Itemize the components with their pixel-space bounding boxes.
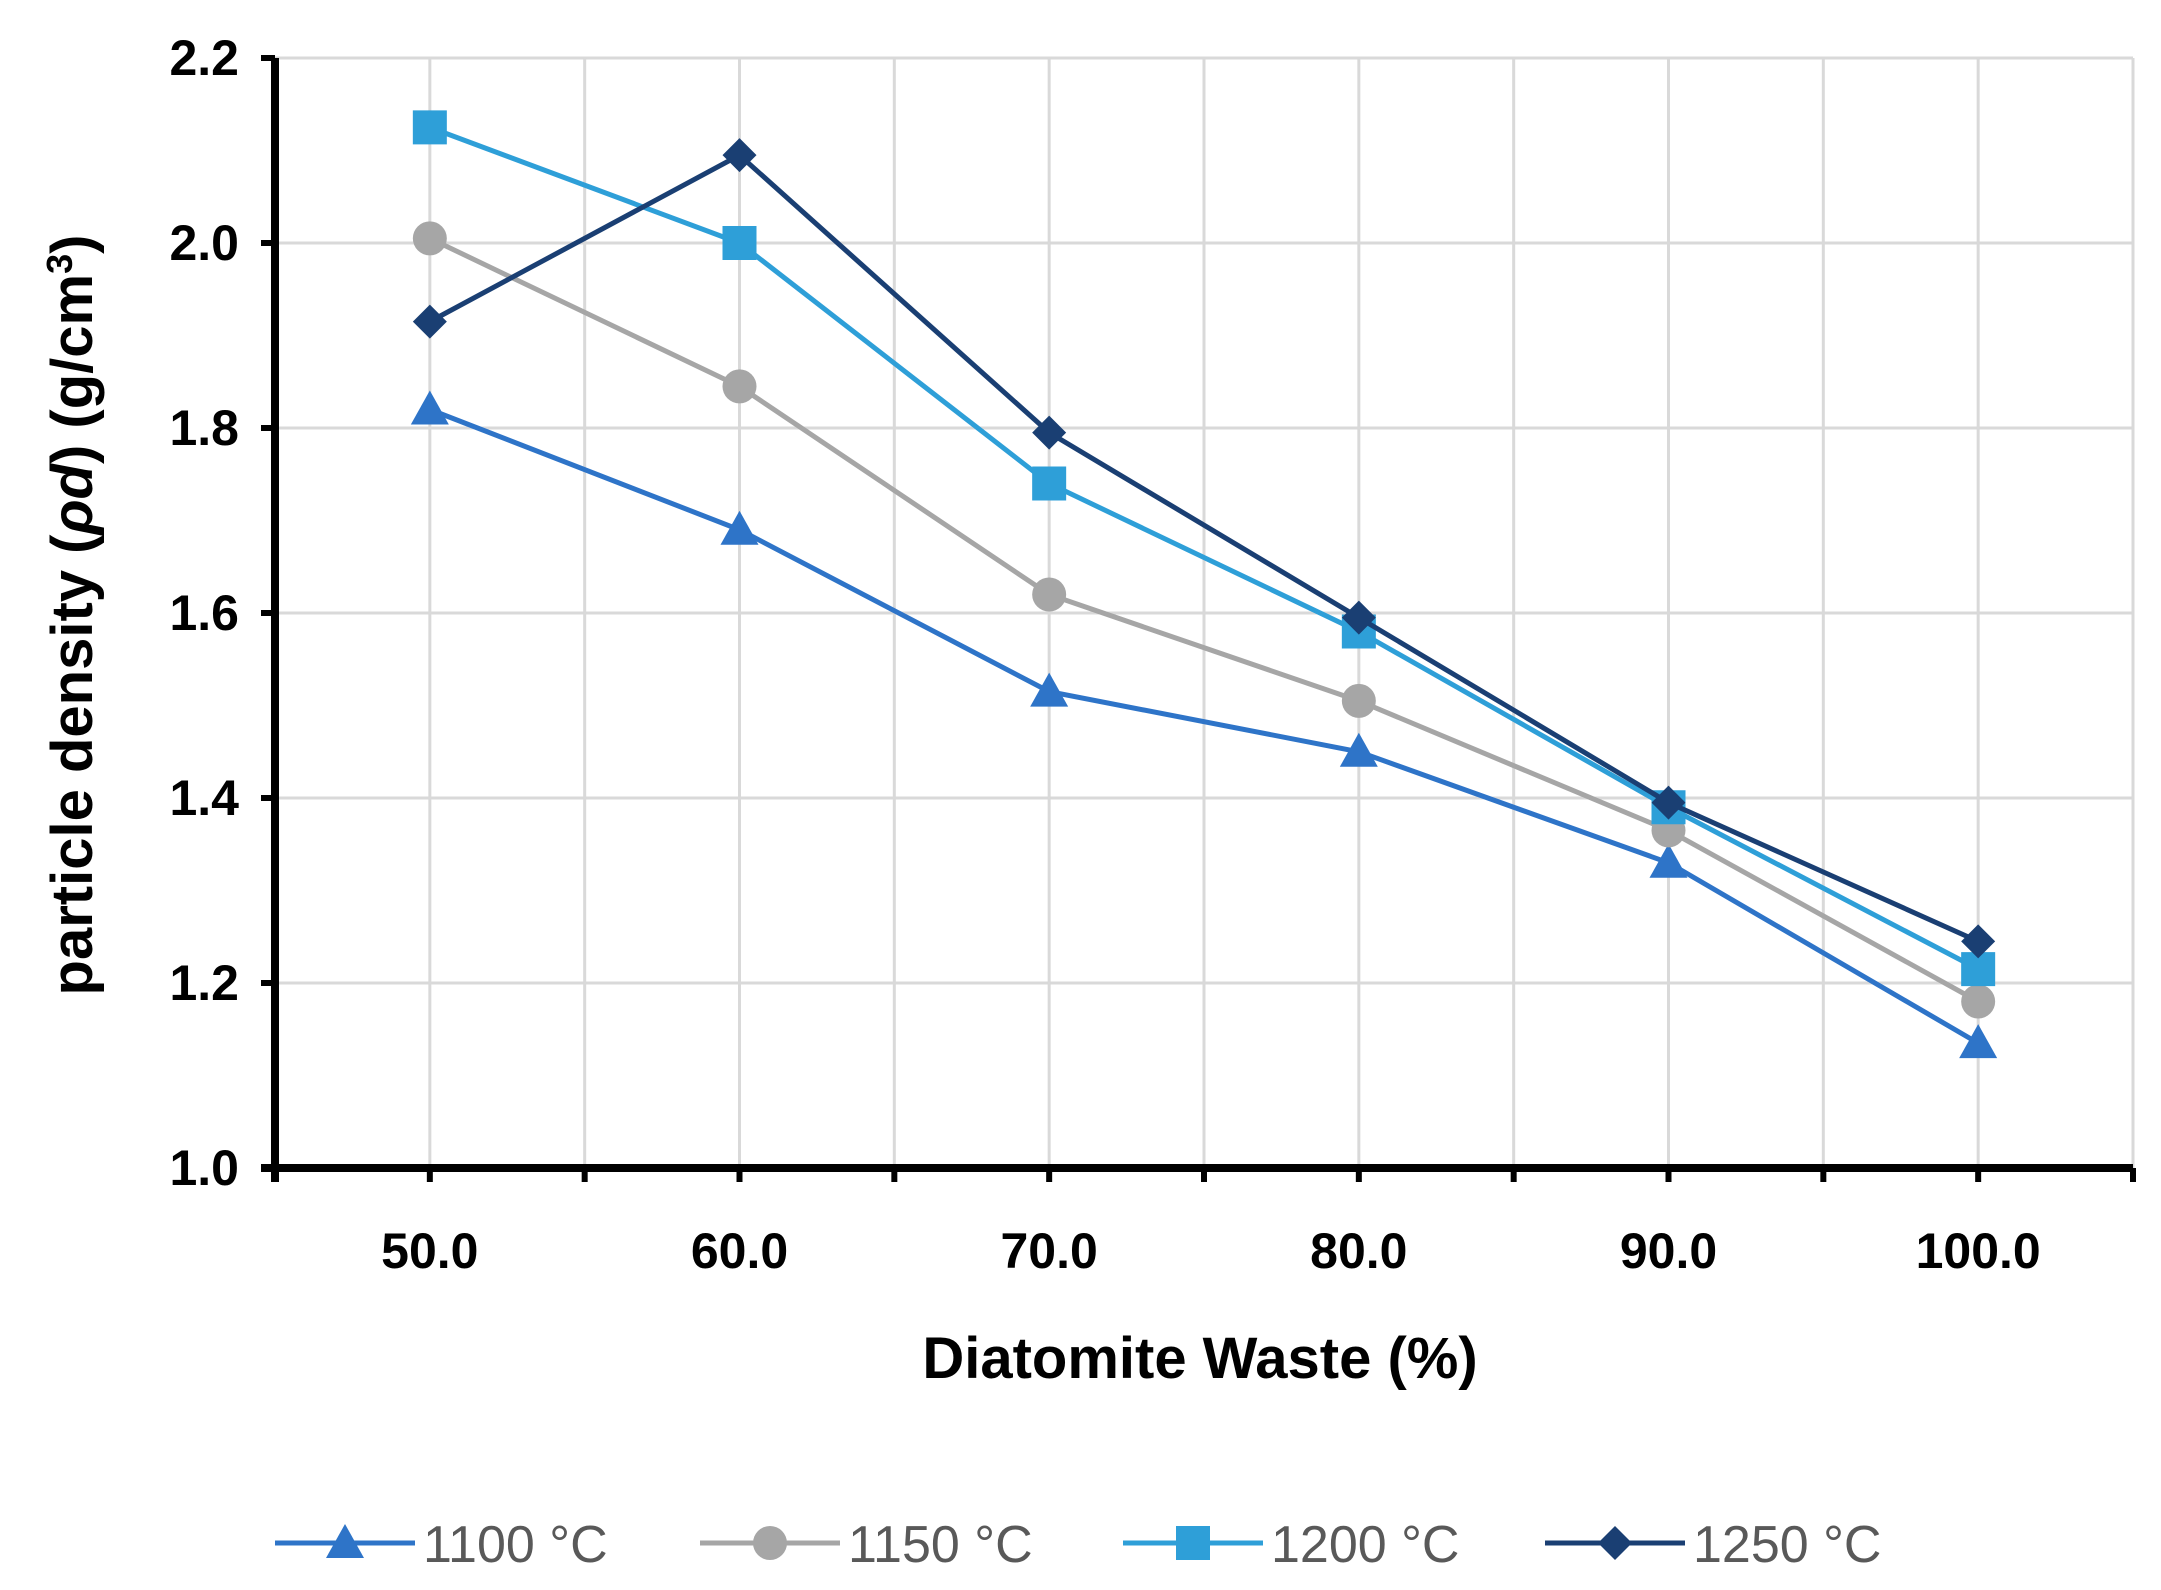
- series-1-line: [428, 236, 1980, 1004]
- y-tick-label-3: 1.6: [169, 585, 239, 641]
- legend-marker-0: [326, 1524, 364, 1558]
- legend-item-1: 1150 °C: [700, 1516, 1033, 1574]
- y-axis-title-superscript: 3: [39, 254, 80, 274]
- legend-marker-3: [1598, 1526, 1632, 1560]
- series-1-point-3: [1341, 683, 1376, 718]
- y-tick-label-0: 1.0: [169, 1140, 239, 1196]
- series-0-point-1: [720, 510, 759, 545]
- y-tick-label-6: 2.2: [169, 30, 239, 86]
- series-1-point-0: [412, 221, 447, 256]
- series-3-line: [428, 152, 1980, 944]
- y-axis-title-symbol: ρd: [40, 462, 105, 536]
- series-3: [412, 138, 1996, 959]
- y-tick-label-2: 1.4: [169, 770, 239, 826]
- series-3-point-4: [1651, 785, 1686, 820]
- series-3-point-1: [722, 138, 757, 173]
- legend-label-0: 1100 °C: [423, 1516, 608, 1574]
- series-1-point-2: [1032, 577, 1067, 612]
- series-2-point-1: [722, 226, 757, 260]
- y-axis-tick-labels: 1.0 1.2 1.4 1.6 1.8 2.0 2.2: [169, 30, 239, 1196]
- x-tick-label-4: 90.0: [1620, 1223, 1717, 1279]
- series-0-point-2: [1030, 672, 1069, 707]
- legend: 1100 °C 1150 °C 1200 °C 1250 °C: [275, 1516, 1881, 1574]
- gridlines: [275, 56, 2135, 1168]
- y-tick-label-1: 1.2: [169, 955, 239, 1011]
- legend-item-2: 1200 °C: [1123, 1516, 1459, 1574]
- y-axis-title-main: particle density (: [40, 534, 105, 996]
- series-layer: [410, 110, 1998, 1059]
- legend-item-0: 1100 °C: [275, 1516, 608, 1574]
- series-0-line: [428, 407, 1980, 1046]
- x-tick-label-0: 50.0: [381, 1223, 478, 1279]
- y-tick-label-5: 2.0: [169, 215, 239, 271]
- legend-item-3: 1250 °C: [1545, 1516, 1881, 1574]
- x-axis-tick-labels: 50.0 60.0 70.0 80.0 90.0 100.0: [381, 1223, 2041, 1279]
- series-0-point-3: [1339, 732, 1378, 767]
- series-0-point-0: [410, 390, 449, 425]
- y-axis-title: particle density (ρd) (g/cm3): [39, 235, 106, 996]
- series-0: [410, 390, 1998, 1059]
- x-axis-title: Diatomite Waste (%): [922, 1326, 1477, 1391]
- series-3-point-2: [1032, 415, 1067, 450]
- legend-label-2: 1200 °C: [1271, 1516, 1459, 1574]
- legend-label-1: 1150 °C: [848, 1516, 1033, 1574]
- axes: [261, 55, 2136, 1182]
- x-tick-label-1: 60.0: [691, 1223, 788, 1279]
- series-3-point-5: [1961, 924, 1996, 959]
- x-tick-label-2: 70.0: [1001, 1223, 1098, 1279]
- series-3-point-3: [1341, 600, 1376, 635]
- y-axis-title-close: ): [40, 235, 105, 254]
- series-2-point-0: [412, 110, 447, 145]
- series-3-point-0: [412, 304, 447, 339]
- y-tick-label-4: 1.8: [169, 400, 239, 456]
- x-tick-label-5: 100.0: [1916, 1223, 2041, 1279]
- series-0-point-4: [1649, 843, 1688, 878]
- legend-marker-1: [753, 1526, 787, 1560]
- legend-marker-2: [1176, 1526, 1210, 1560]
- series-2-line: [428, 125, 1980, 972]
- legend-label-3: 1250 °C: [1693, 1516, 1881, 1574]
- series-0-point-5: [1959, 1024, 1998, 1059]
- series-2-point-2: [1032, 466, 1067, 501]
- y-axis-title-units: ) (g/cm: [40, 274, 105, 464]
- series-1-point-1: [722, 369, 757, 404]
- x-tick-label-3: 80.0: [1310, 1223, 1407, 1279]
- series-1-point-5: [1961, 984, 1996, 1019]
